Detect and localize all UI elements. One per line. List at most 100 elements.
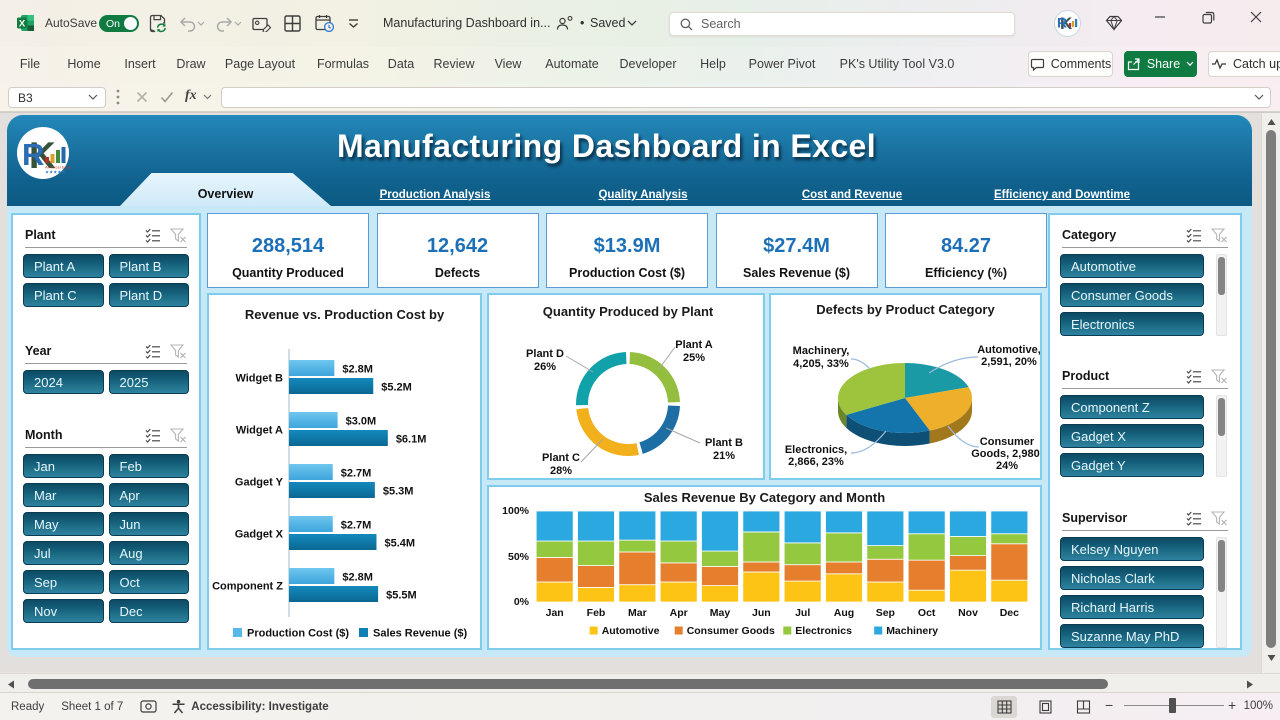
ribbon-tab-data[interactable]: Data [387, 57, 415, 71]
slicer-button-plant-d[interactable]: Plant D [108, 283, 189, 307]
slicer-button-richard-harris[interactable]: Richard Harris [1060, 595, 1204, 619]
name-box[interactable]: B3 [8, 87, 106, 108]
slicer-button-sep[interactable]: Sep [23, 570, 104, 594]
horizontal-scrollbar[interactable] [0, 673, 1280, 693]
slicer-button-2025[interactable]: 2025 [108, 370, 189, 394]
slicer-button-mar[interactable]: Mar [23, 483, 104, 507]
email-link-icon[interactable] [252, 16, 272, 32]
multiselect-icon[interactable] [145, 428, 161, 443]
ribbon-tab-power-pivot[interactable]: Power Pivot [748, 57, 816, 71]
slicer-button-may[interactable]: May [23, 512, 104, 536]
close-button[interactable] [1233, 0, 1279, 34]
slicer-button-jun[interactable]: Jun [108, 512, 189, 536]
multiselect-icon[interactable] [1186, 369, 1202, 384]
slicer-scrollbar[interactable] [1216, 254, 1227, 336]
autosave-toggle[interactable]: On [99, 15, 139, 32]
scroll-down-icon[interactable] [1267, 654, 1276, 662]
dashboard-tab-efficiency-and-downtime[interactable]: Efficiency and Downtime [993, 189, 1131, 201]
view-normal-button[interactable] [991, 696, 1017, 718]
slicer-button-gadget-y[interactable]: Gadget Y [1060, 453, 1204, 477]
diamond-icon[interactable] [1105, 15, 1123, 31]
qat-overflow-icon[interactable] [348, 19, 359, 28]
clear-filter-icon[interactable] [170, 427, 187, 443]
ribbon-tab-home[interactable]: Home [67, 57, 101, 71]
restore-button[interactable] [1185, 0, 1231, 34]
horizontal-scroll-thumb[interactable] [28, 679, 1108, 689]
slicer-scroll-thumb[interactable] [1218, 257, 1225, 295]
excel-logo-icon[interactable]: X [17, 15, 34, 31]
calendar-clock-icon[interactable] [315, 14, 335, 32]
slicer-button-feb[interactable]: Feb [108, 454, 189, 478]
ribbon-tab-developer[interactable]: Developer [619, 57, 677, 71]
slicer-button-jan[interactable]: Jan [23, 454, 104, 478]
status-sheet[interactable]: Sheet 1 of 7 [61, 700, 124, 713]
multiselect-icon[interactable] [145, 228, 161, 243]
saved-status[interactable]: Saved [590, 16, 626, 30]
slicer-button-kelsey-nguyen[interactable]: Kelsey Nguyen [1060, 537, 1204, 561]
clear-filter-icon[interactable] [170, 227, 187, 243]
slicer-button-2024[interactable]: 2024 [23, 370, 104, 394]
account-avatar[interactable]: K R [1054, 10, 1081, 37]
slicer-scroll-thumb[interactable] [1218, 398, 1225, 436]
slicer-button-suzanne-may-phd[interactable]: Suzanne May PhD [1060, 624, 1204, 648]
view-page-layout-button[interactable] [1032, 696, 1058, 718]
enter-icon[interactable] [160, 91, 174, 103]
search-box[interactable]: Search [669, 12, 1015, 36]
saved-chevron-icon[interactable] [627, 20, 637, 27]
ribbon-tab-review[interactable]: Review [433, 57, 475, 71]
slicer-button-gadget-x[interactable]: Gadget X [1060, 424, 1204, 448]
clear-filter-icon[interactable] [1211, 227, 1228, 243]
ribbon-tab-pk-s-utility-tool-v3-0[interactable]: PK's Utility Tool V3.0 [839, 57, 955, 71]
clear-filter-icon[interactable] [1211, 368, 1228, 384]
share-button[interactable]: Share [1124, 51, 1197, 77]
slicer-button-oct[interactable]: Oct [108, 570, 189, 594]
slicer-button-nicholas-clark[interactable]: Nicholas Clark [1060, 566, 1204, 590]
dashboard-tab-overview[interactable]: Overview [120, 173, 331, 206]
slicer-scrollbar[interactable] [1216, 395, 1227, 477]
borders-grid-icon[interactable] [284, 15, 301, 32]
formula-expand-icon[interactable] [1254, 94, 1264, 101]
dashboard-tab-production-analysis[interactable]: Production Analysis [379, 189, 491, 201]
slicer-button-plant-b[interactable]: Plant B [108, 254, 189, 278]
clear-filter-icon[interactable] [1211, 510, 1228, 526]
vertical-scrollbar[interactable] [1261, 113, 1280, 673]
redo-button[interactable] [215, 15, 241, 32]
slicer-button-nov[interactable]: Nov [23, 599, 104, 623]
people-icon[interactable] [556, 15, 574, 31]
minimize-button[interactable] [1137, 0, 1183, 34]
formula-input[interactable] [221, 87, 1271, 108]
catchup-button[interactable]: Catch up [1208, 51, 1280, 77]
ribbon-tab-page-layout[interactable]: Page Layout [224, 57, 296, 71]
zoom-level[interactable]: 100% [1243, 700, 1273, 712]
slicer-button-automotive[interactable]: Automotive [1060, 254, 1204, 278]
slicer-button-component-z[interactable]: Component Z [1060, 395, 1204, 419]
slicer-button-electronics[interactable]: Electronics [1060, 312, 1204, 336]
slicer-button-jul[interactable]: Jul [23, 541, 104, 565]
scroll-left-icon[interactable] [7, 680, 15, 689]
ribbon-tab-help[interactable]: Help [700, 57, 726, 71]
multiselect-icon[interactable] [1186, 511, 1202, 526]
zoom-slider-thumb[interactable] [1169, 698, 1176, 713]
slicer-button-dec[interactable]: Dec [108, 599, 189, 623]
more-dots-icon[interactable] [116, 89, 120, 105]
ribbon-tab-draw[interactable]: Draw [176, 57, 206, 71]
slicer-scrollbar[interactable] [1216, 537, 1227, 648]
fx-chevron-icon[interactable] [203, 94, 212, 100]
cancel-icon[interactable] [136, 91, 148, 103]
slicer-scroll-thumb[interactable] [1218, 540, 1225, 592]
scroll-right-icon[interactable] [1246, 680, 1254, 689]
ribbon-tab-automate[interactable]: Automate [545, 57, 599, 71]
accessibility-status[interactable]: Accessibility: Investigate [191, 700, 329, 713]
fx-icon[interactable]: fx [185, 88, 197, 103]
slicer-button-apr[interactable]: Apr [108, 483, 189, 507]
multiselect-icon[interactable] [1186, 228, 1202, 243]
multiselect-icon[interactable] [145, 344, 161, 359]
ribbon-tab-formulas[interactable]: Formulas [316, 57, 370, 71]
name-box-chevron-icon[interactable] [88, 94, 98, 101]
slicer-button-aug[interactable]: Aug [108, 541, 189, 565]
ribbon-tab-file[interactable]: File [19, 57, 41, 71]
dashboard-tab-cost-and-revenue[interactable]: Cost and Revenue [801, 189, 903, 201]
scroll-up-icon[interactable] [1267, 118, 1276, 126]
save-icon[interactable] [149, 14, 168, 33]
slicer-button-plant-a[interactable]: Plant A [23, 254, 104, 278]
